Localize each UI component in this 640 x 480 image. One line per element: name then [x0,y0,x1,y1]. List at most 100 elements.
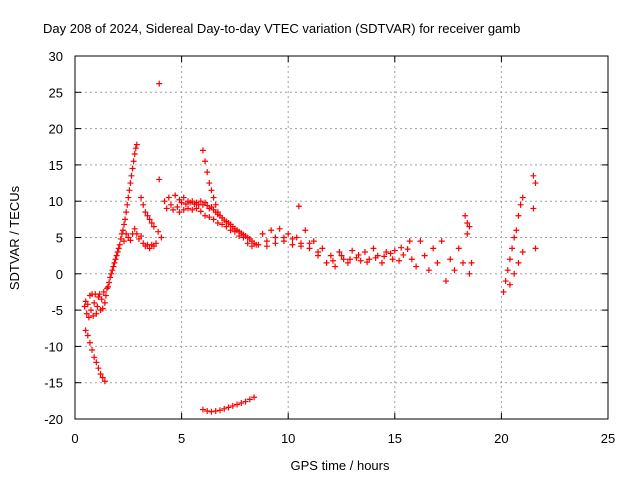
data-point [242,398,249,405]
data-point [323,259,330,266]
data-point [434,259,441,266]
data-point [229,402,236,409]
data-point [121,238,128,245]
data-point [208,408,215,415]
data-point [272,234,279,241]
data-point [408,256,415,263]
data-point [127,237,134,244]
data-point [251,394,258,401]
data-point [532,180,539,187]
x-tick-label: 15 [388,431,402,446]
data-point [174,204,181,211]
y-tick-label: 30 [49,49,63,64]
data-point [383,249,390,256]
data-point [413,263,420,270]
data-point [110,263,117,270]
data-point [112,256,119,263]
data-point [124,201,131,208]
data-point [108,270,115,277]
data-point [161,198,168,205]
data-point [204,169,211,176]
data-point [178,199,185,206]
data-point [140,201,147,208]
data-points [81,80,539,415]
data-point [126,187,133,194]
data-point [519,194,526,201]
data-point [84,301,91,308]
y-tick-label: -15 [44,376,63,391]
data-point [248,243,255,250]
data-point [91,354,98,361]
data-point [425,267,432,274]
data-point [231,228,238,235]
plot-frame [74,55,609,420]
data-point [515,212,522,219]
data-point [210,194,217,201]
data-point [121,221,128,228]
data-point [517,201,524,208]
data-point [199,147,206,154]
data-point [212,201,219,208]
data-point [500,288,507,295]
data-point [511,234,518,241]
data-point [214,219,221,226]
data-point [101,378,108,385]
data-point [202,158,209,165]
data-point [101,299,108,306]
x-axis-label: GPS time / hours [291,458,390,473]
data-point [109,267,116,274]
data-point [133,230,140,237]
data-point [189,206,196,213]
data-point [130,158,137,165]
data-point [240,234,247,241]
data-point [532,245,539,252]
data-point [114,249,121,256]
data-point [206,214,213,221]
data-point [131,151,138,158]
data-point [327,252,334,259]
data-point [99,305,106,312]
data-point [99,374,106,381]
data-point [95,294,102,301]
data-point [340,256,347,263]
data-point [197,208,204,215]
data-point [417,238,424,245]
data-point [84,332,91,339]
data-point [238,400,245,407]
y-tick-label: 15 [49,158,63,173]
y-tick-label: -10 [44,339,63,354]
data-point [96,291,103,298]
data-point [93,310,100,317]
data-point [347,256,354,263]
data-point [421,252,428,259]
data-point [132,145,139,152]
data-point [455,245,462,252]
data-point [372,254,379,261]
data-point [155,228,162,235]
data-point [150,223,157,230]
data-point [202,212,209,219]
data-point [138,194,145,201]
chart-title: Day 208 of 2024, Sidereal Day-to-day VTE… [43,21,520,36]
data-point [530,172,537,179]
data-point [336,249,343,256]
data-point [276,225,283,232]
data-point [404,246,411,253]
data-point [466,223,473,230]
data-point [255,241,262,248]
data-point [398,244,405,251]
data-point [530,205,537,212]
data-point [263,238,270,245]
data-point [105,283,112,290]
data-point [389,256,396,263]
data-point [406,238,413,245]
data-point [464,230,471,237]
data-point [513,227,520,234]
data-point [246,396,253,403]
data-point [293,234,300,241]
data-point [391,247,398,254]
data-point [462,212,469,219]
x-tick-label: 5 [178,431,185,446]
y-tick-label: 20 [49,122,63,137]
